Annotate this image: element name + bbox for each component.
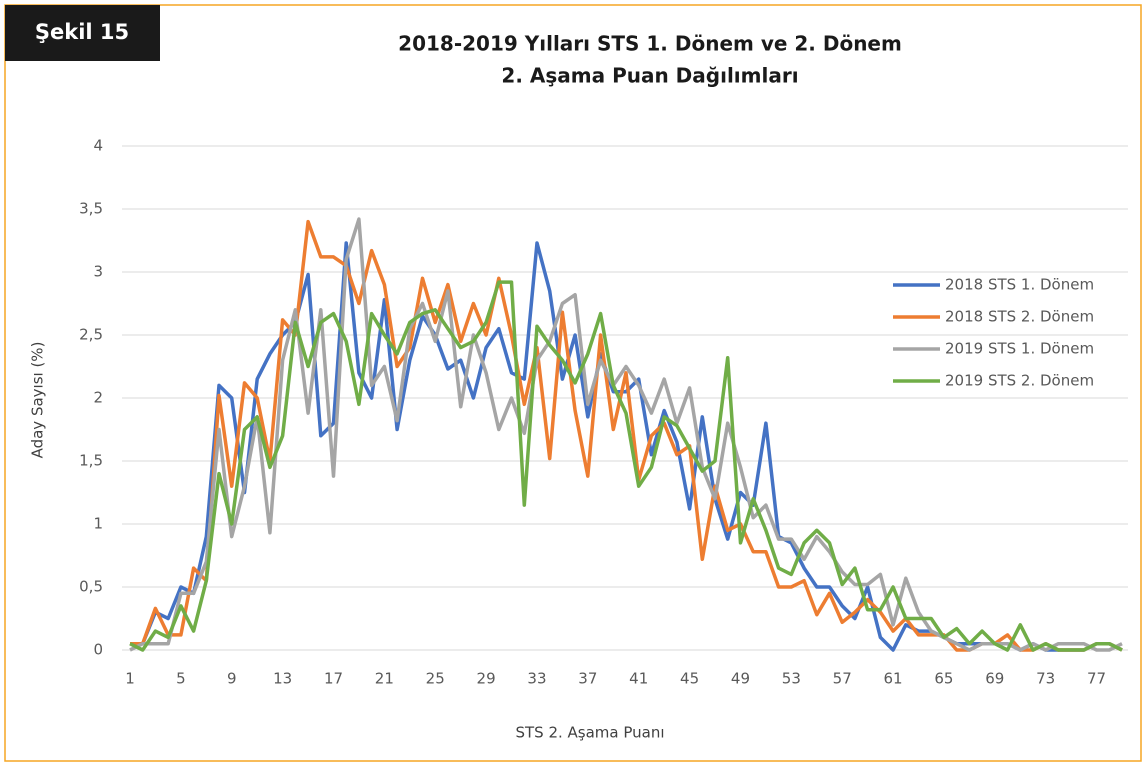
y-tick-label: 0 xyxy=(93,641,103,659)
x-tick-label: 69 xyxy=(985,670,1004,688)
x-tick-label: 45 xyxy=(680,670,699,688)
chart-title: 2. Aşama Puan Dağılımları xyxy=(501,64,798,88)
x-axis-label: STS 2. Aşama Puanı xyxy=(515,724,664,742)
legend-label: 2019 STS 2. Dönem xyxy=(945,372,1094,390)
x-tick-label: 21 xyxy=(375,670,394,688)
x-tick-label: 5 xyxy=(176,670,186,688)
y-tick-label: 0,5 xyxy=(79,578,103,596)
x-tick-label: 77 xyxy=(1087,670,1106,688)
y-tick-label: 1,5 xyxy=(79,452,103,470)
x-tick-label: 17 xyxy=(324,670,343,688)
x-tick-label: 9 xyxy=(227,670,237,688)
y-tick-label: 3,5 xyxy=(79,200,103,218)
legend-label: 2018 STS 2. Dönem xyxy=(945,308,1094,326)
x-tick-label: 73 xyxy=(1036,670,1055,688)
x-tick-label: 25 xyxy=(426,670,445,688)
line-series xyxy=(129,280,1123,652)
legend-label: 2019 STS 1. Dönem xyxy=(945,340,1094,358)
y-tick-label: 4 xyxy=(93,137,103,155)
x-tick-label: 13 xyxy=(273,670,292,688)
x-tick-label: 65 xyxy=(934,670,953,688)
x-tick-label: 29 xyxy=(477,670,496,688)
x-tick-label: 33 xyxy=(527,670,546,688)
y-tick-label: 1 xyxy=(93,515,103,533)
x-tick-label: 57 xyxy=(833,670,852,688)
x-tick-label: 41 xyxy=(629,670,648,688)
x-tick-label: 61 xyxy=(884,670,903,688)
line-series xyxy=(129,217,1123,652)
y-axis-label: Aday Sayısı (%) xyxy=(29,342,47,459)
chart-title: 2018-2019 Yılları STS 1. Dönem ve 2. Dön… xyxy=(398,32,902,56)
x-tick-label: 1 xyxy=(125,670,135,688)
legend-label: 2018 STS 1. Dönem xyxy=(945,276,1094,294)
x-tick-label: 49 xyxy=(731,670,750,688)
y-tick-label: 3 xyxy=(93,263,103,281)
x-tick-label: 53 xyxy=(782,670,801,688)
y-tick-label: 2,5 xyxy=(79,326,103,344)
x-tick-label: 37 xyxy=(578,670,597,688)
badge: Şekil 15 xyxy=(35,20,129,44)
badge-box xyxy=(5,5,160,61)
y-tick-label: 2 xyxy=(93,389,103,407)
